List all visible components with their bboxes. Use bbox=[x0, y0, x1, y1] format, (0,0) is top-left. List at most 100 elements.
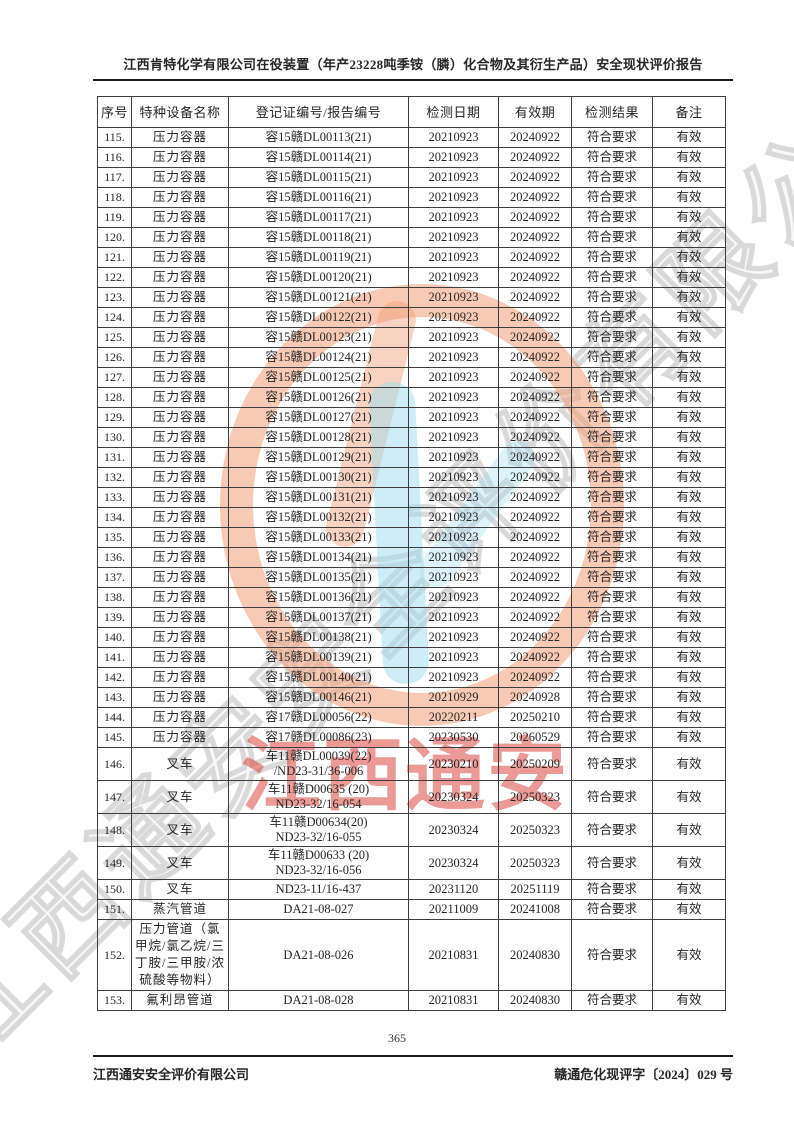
cell-equipment-name: 压力容器 bbox=[131, 607, 229, 628]
cell-valid-until-date: 20260529 bbox=[498, 727, 572, 748]
cell-inspection-date: 20210923 bbox=[408, 487, 499, 508]
table-row: 145. 压力容器 容17赣DL00086(23) 20230530 20260… bbox=[97, 727, 726, 748]
cell-registration-number: DA21-08-026 bbox=[228, 919, 409, 991]
cell-inspection-date: 20210923 bbox=[408, 467, 499, 488]
table-row: 141. 压力容器 容15赣DL00139(21) 20210923 20240… bbox=[97, 647, 726, 668]
cell-remark: 有效 bbox=[652, 587, 726, 608]
cell-equipment-name: 压力容器 bbox=[131, 647, 229, 668]
cell-inspection-result: 符合要求 bbox=[571, 707, 653, 728]
table-row: 127. 压力容器 容15赣DL00125(21) 20210923 20240… bbox=[97, 367, 726, 388]
cell-remark: 有效 bbox=[652, 813, 726, 847]
table-row: 118. 压力容器 容15赣DL00116(21) 20210923 20240… bbox=[97, 187, 726, 208]
footer-company-name: 江西通安安全评价有限公司 bbox=[93, 1067, 250, 1082]
cell-inspection-date: 20210923 bbox=[408, 207, 499, 228]
cell-valid-until-date: 20240922 bbox=[498, 507, 572, 528]
cell-equipment-name: 压力容器 bbox=[131, 527, 229, 548]
cell-serial-number: 136. bbox=[97, 547, 132, 568]
table-row: 120. 压力容器 容15赣DL00118(21) 20210923 20240… bbox=[97, 227, 726, 248]
cell-equipment-name: 压力容器 bbox=[131, 447, 229, 468]
document-footer: 江西通安安全评价有限公司 赣通危化现评字〔2024〕029 号 bbox=[93, 1055, 733, 1083]
cell-inspection-date: 20210831 bbox=[408, 990, 499, 1011]
cell-serial-number: 130. bbox=[97, 427, 132, 448]
cell-serial-number: 132. bbox=[97, 467, 132, 488]
cell-registration-number: 容17赣DL00056(22) bbox=[228, 707, 409, 728]
cell-remark: 有效 bbox=[652, 899, 726, 920]
cell-registration-number: 容15赣DL00118(21) bbox=[228, 227, 409, 248]
cell-equipment-name: 压力容器 bbox=[131, 407, 229, 428]
table-row: 130. 压力容器 容15赣DL00128(21) 20210923 20240… bbox=[97, 427, 726, 448]
cell-inspection-result: 符合要求 bbox=[571, 667, 653, 688]
table-row: 116. 压力容器 容15赣DL00114(21) 20210923 20240… bbox=[97, 147, 726, 168]
cell-valid-until-date: 20240922 bbox=[498, 607, 572, 628]
cell-equipment-name: 压力容器 bbox=[131, 127, 229, 148]
cell-remark: 有效 bbox=[652, 427, 726, 448]
cell-inspection-result: 符合要求 bbox=[571, 307, 653, 328]
cell-equipment-name: 叉车 bbox=[131, 780, 229, 814]
cell-valid-until-date: 20240922 bbox=[498, 567, 572, 588]
cell-valid-until-date: 20250323 bbox=[498, 813, 572, 847]
cell-equipment-name: 压力容器 bbox=[131, 307, 229, 328]
cell-inspection-result: 符合要求 bbox=[571, 813, 653, 847]
cell-valid-until-date: 20240922 bbox=[498, 387, 572, 408]
cell-inspection-date: 20210923 bbox=[408, 387, 499, 408]
cell-serial-number: 120. bbox=[97, 227, 132, 248]
cell-valid-until-date: 20250323 bbox=[498, 846, 572, 880]
cell-inspection-date: 20210923 bbox=[408, 347, 499, 368]
special-equipment-table: 序号 特种设备名称 登记证编号/报告编号 检测日期 有效期 检测结果 备注 115. 压力容… bbox=[97, 96, 726, 1011]
cell-serial-number: 142. bbox=[97, 667, 132, 688]
cell-remark: 有效 bbox=[652, 487, 726, 508]
cell-remark: 有效 bbox=[652, 387, 726, 408]
cell-valid-until-date: 20240928 bbox=[498, 687, 572, 708]
cell-inspection-date: 20210923 bbox=[408, 147, 499, 168]
cell-inspection-result: 符合要求 bbox=[571, 367, 653, 388]
cell-serial-number: 151. bbox=[97, 899, 132, 920]
cell-remark: 有效 bbox=[652, 167, 726, 188]
cell-valid-until-date: 20240922 bbox=[498, 167, 572, 188]
cell-serial-number: 117. bbox=[97, 167, 132, 188]
cell-inspection-result: 符合要求 bbox=[571, 727, 653, 748]
cell-equipment-name: 压力容器 bbox=[131, 267, 229, 288]
cell-equipment-name: 压力容器 bbox=[131, 287, 229, 308]
table-row: 133. 压力容器 容15赣DL00131(21) 20210923 20240… bbox=[97, 487, 726, 508]
table-row: 136. 压力容器 容15赣DL00134(21) 20210923 20240… bbox=[97, 547, 726, 568]
cell-remark: 有效 bbox=[652, 547, 726, 568]
cell-registration-number: 车11赣D00633 (20) ND23-32/16-056 bbox=[228, 846, 409, 880]
cell-valid-until-date: 20240922 bbox=[498, 587, 572, 608]
cell-inspection-date: 20210923 bbox=[408, 247, 499, 268]
cell-valid-until-date: 20250210 bbox=[498, 707, 572, 728]
cell-equipment-name: 压力容器 bbox=[131, 727, 229, 748]
cell-remark: 有效 bbox=[652, 207, 726, 228]
cell-inspection-result: 符合要求 bbox=[571, 147, 653, 168]
cell-inspection-date: 20210923 bbox=[408, 167, 499, 188]
column-header: 登记证编号/报告编号 bbox=[228, 96, 409, 128]
cell-valid-until-date: 20240922 bbox=[498, 427, 572, 448]
table-row: 149. 叉车 车11赣D00633 (20) ND23-32/16-056 2… bbox=[97, 846, 726, 880]
cell-registration-number: 容15赣DL00121(21) bbox=[228, 287, 409, 308]
cell-valid-until-date: 20240922 bbox=[498, 407, 572, 428]
cell-remark: 有效 bbox=[652, 707, 726, 728]
cell-registration-number: 容15赣DL00114(21) bbox=[228, 147, 409, 168]
table-row: 139. 压力容器 容15赣DL00137(21) 20210923 20240… bbox=[97, 607, 726, 628]
cell-inspection-date: 20230324 bbox=[408, 813, 499, 847]
cell-serial-number: 135. bbox=[97, 527, 132, 548]
cell-registration-number: 容15赣DL00123(21) bbox=[228, 327, 409, 348]
cell-equipment-name: 氟利昂管道 bbox=[131, 990, 229, 1011]
cell-valid-until-date: 20240922 bbox=[498, 147, 572, 168]
cell-serial-number: 147. bbox=[97, 780, 132, 814]
cell-remark: 有效 bbox=[652, 780, 726, 814]
column-header: 备注 bbox=[652, 96, 726, 128]
cell-valid-until-date: 20240922 bbox=[498, 247, 572, 268]
cell-remark: 有效 bbox=[652, 846, 726, 880]
cell-serial-number: 134. bbox=[97, 507, 132, 528]
table-row: 132. 压力容器 容15赣DL00130(21) 20210923 20240… bbox=[97, 467, 726, 488]
column-header: 序号 bbox=[97, 96, 132, 128]
cell-remark: 有效 bbox=[652, 687, 726, 708]
cell-serial-number: 123. bbox=[97, 287, 132, 308]
cell-inspection-date: 20230530 bbox=[408, 727, 499, 748]
cell-inspection-result: 符合要求 bbox=[571, 247, 653, 268]
cell-registration-number: 容15赣DL00119(21) bbox=[228, 247, 409, 268]
column-header: 检测结果 bbox=[571, 96, 653, 128]
cell-inspection-result: 符合要求 bbox=[571, 899, 653, 920]
cell-valid-until-date: 20240922 bbox=[498, 347, 572, 368]
